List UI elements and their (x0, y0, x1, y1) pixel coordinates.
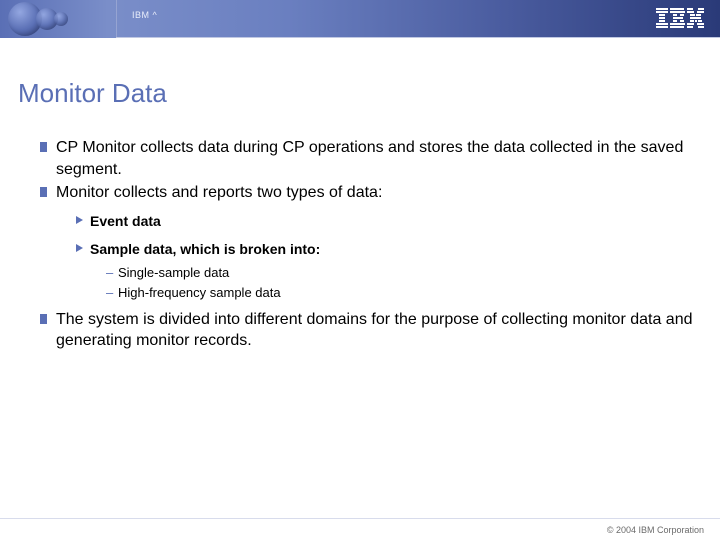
bullet-item: The system is divided into different dom… (40, 309, 702, 352)
header-underline (116, 37, 720, 38)
sub-bullet-list: Event data Sample data, which is broken … (56, 210, 702, 303)
brand-label: IBM ^ (132, 10, 157, 20)
subsub-bullet-list: Single-sample data High-frequency sample… (90, 263, 702, 303)
slide-footer: © 2004 IBM Corporation (0, 518, 720, 540)
header-globe-graphic (8, 2, 128, 36)
bullet-list: CP Monitor collects data during CP opera… (18, 137, 702, 352)
page-title: Monitor Data (18, 78, 702, 109)
subsub-bullet-item: Single-sample data (106, 263, 702, 283)
ibm-logo (656, 8, 704, 33)
bullet-text: Monitor collects and reports two types o… (56, 184, 382, 201)
bullet-item: CP Monitor collects data during CP opera… (40, 137, 702, 180)
slide-header: IBM ^ (0, 0, 720, 38)
copyright-text: © 2004 IBM Corporation (607, 525, 704, 535)
header-divider (116, 0, 117, 38)
bullet-item: Monitor collects and reports two types o… (40, 182, 702, 302)
sub-bullet-text: Sample data, which is broken into: (90, 241, 320, 257)
sub-bullet-item: Event data (76, 210, 702, 232)
sub-bullet-item: Sample data, which is broken into: Singl… (76, 238, 702, 302)
subsub-bullet-item: High-frequency sample data (106, 283, 702, 303)
slide-body: Monitor Data CP Monitor collects data du… (0, 38, 720, 352)
